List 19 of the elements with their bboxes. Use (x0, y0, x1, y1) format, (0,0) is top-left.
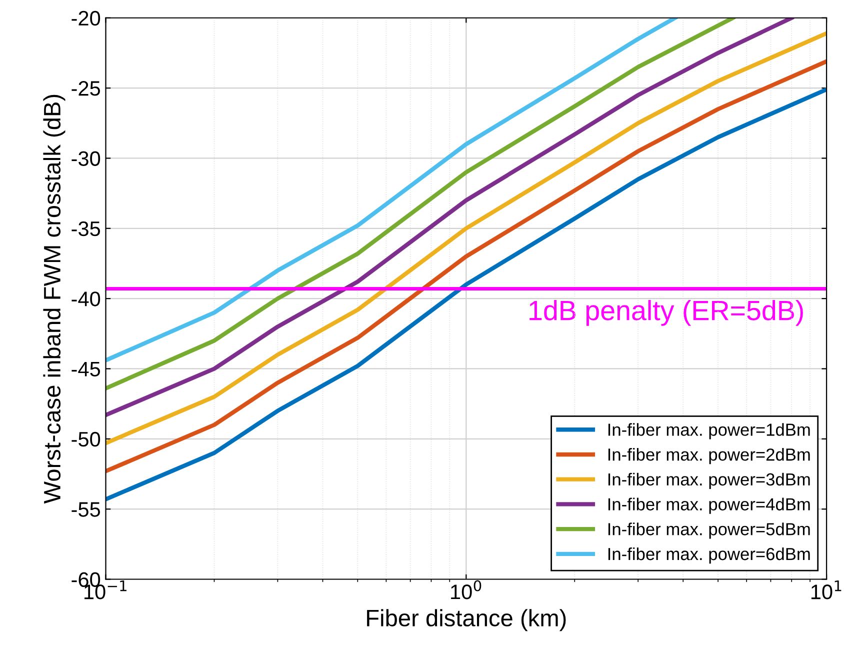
y-tick-label: -35 (72, 221, 100, 236)
y-tick-label: -45 (72, 362, 100, 376)
y-tick-label: -55 (72, 502, 100, 517)
y-tick-label: -50 (72, 432, 100, 447)
y-axis-title: Worst-case inband FWM crosstalk (dB) (43, 94, 66, 504)
legend-label: In-fiber max. power=1dBm (608, 423, 810, 440)
x-axis-title: Fiber distance (km) (367, 609, 566, 632)
legend-label: In-fiber max. power=3dBm (608, 472, 810, 490)
y-tick-label: -25 (72, 81, 100, 96)
y-tick-label: -20 (72, 10, 100, 26)
legend-label: In-fiber max. power=6dBm (608, 547, 810, 564)
legend-label: In-fiber max. power=5dBm (608, 522, 810, 539)
x-tick-label: 10$^{1}$ (811, 580, 842, 600)
x-tick-label: 10$^{0}$ (451, 580, 482, 600)
y-tick-label: -40 (72, 292, 100, 306)
legend-label: In-fiber max. power=2dBm (608, 448, 810, 464)
legend-label: In-fiber max. power=4dBm (608, 498, 810, 514)
annotation: 1dB penalty (ER=5dB) (530, 300, 803, 326)
y-tick-label: -30 (72, 151, 100, 166)
